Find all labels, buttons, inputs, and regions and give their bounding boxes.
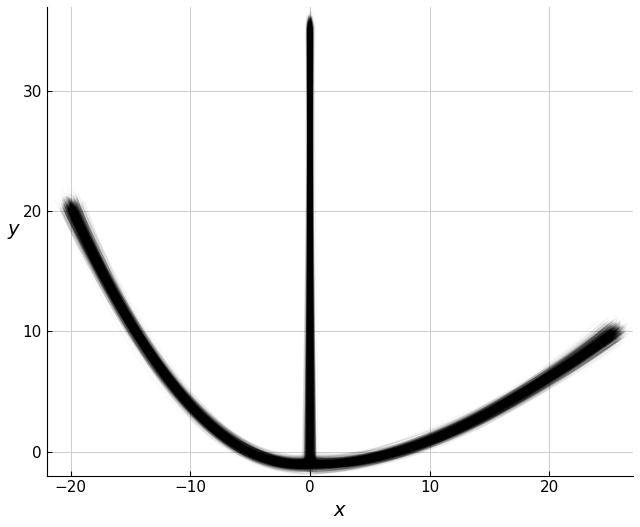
X-axis label: $x$: $x$ <box>333 501 347 520</box>
Y-axis label: $y$: $y$ <box>7 222 21 241</box>
